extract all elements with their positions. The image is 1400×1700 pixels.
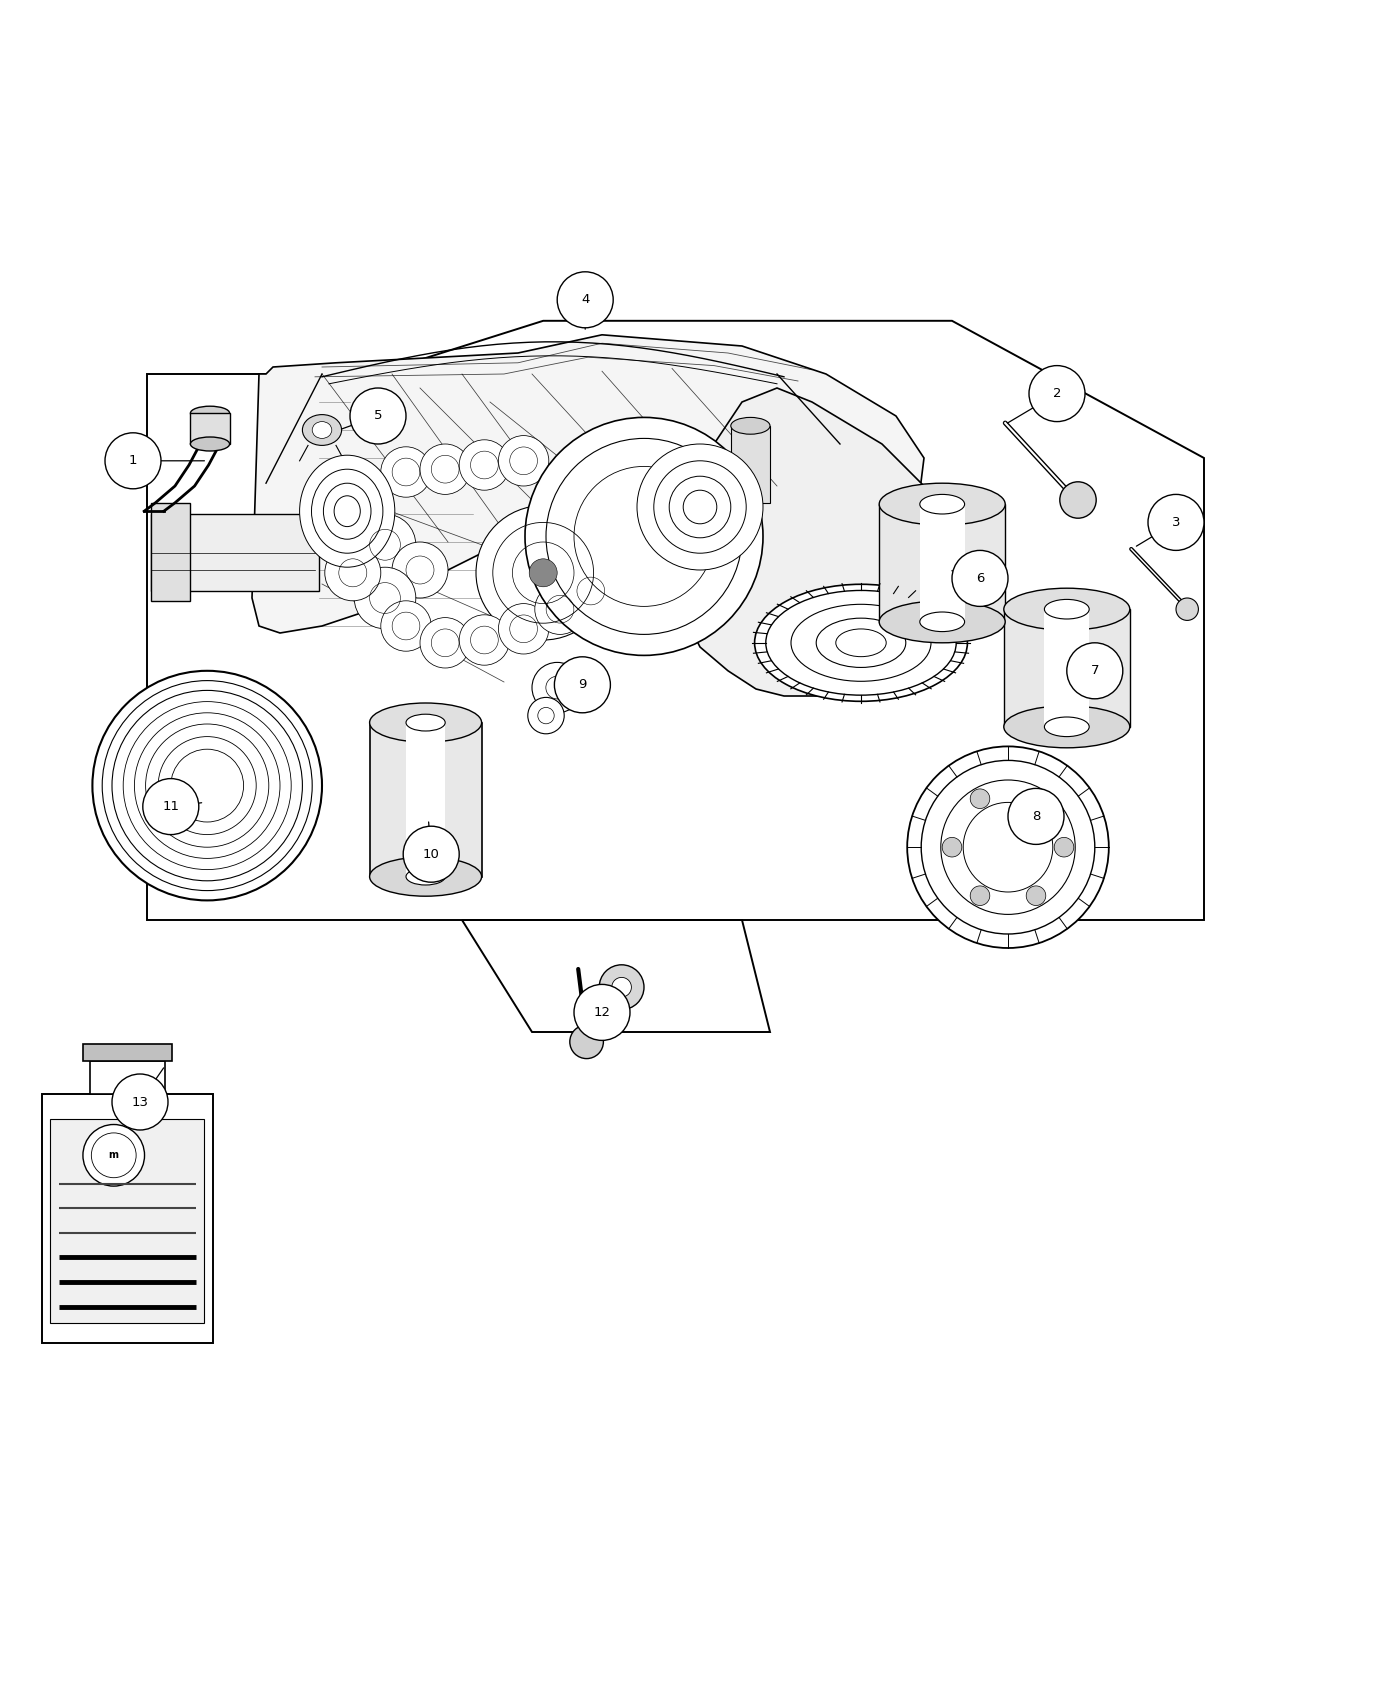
Text: 12: 12 bbox=[594, 1006, 610, 1018]
Polygon shape bbox=[686, 388, 966, 695]
Ellipse shape bbox=[406, 869, 445, 886]
Circle shape bbox=[459, 440, 510, 490]
Circle shape bbox=[574, 984, 630, 1040]
Ellipse shape bbox=[1044, 600, 1089, 619]
Circle shape bbox=[1060, 481, 1096, 518]
Text: 7: 7 bbox=[1091, 665, 1099, 677]
Circle shape bbox=[381, 447, 431, 496]
Circle shape bbox=[952, 551, 1008, 607]
Circle shape bbox=[143, 779, 199, 835]
Bar bbox=[50, 1119, 204, 1323]
Text: m: m bbox=[109, 1151, 119, 1161]
Circle shape bbox=[498, 604, 549, 654]
Circle shape bbox=[566, 566, 616, 615]
Circle shape bbox=[612, 977, 631, 996]
Text: 13: 13 bbox=[132, 1095, 148, 1108]
Ellipse shape bbox=[1004, 588, 1130, 631]
Text: 3: 3 bbox=[1172, 515, 1180, 529]
Bar bbox=[1044, 609, 1089, 728]
Bar bbox=[190, 413, 230, 444]
Circle shape bbox=[1026, 886, 1046, 906]
Bar bbox=[151, 503, 190, 600]
Bar bbox=[42, 1093, 213, 1343]
Ellipse shape bbox=[920, 495, 965, 513]
Circle shape bbox=[105, 434, 161, 490]
Circle shape bbox=[637, 444, 763, 570]
Circle shape bbox=[1148, 495, 1204, 551]
Text: 9: 9 bbox=[578, 678, 587, 692]
Text: 10: 10 bbox=[423, 848, 440, 860]
Ellipse shape bbox=[370, 704, 482, 743]
Ellipse shape bbox=[302, 415, 342, 445]
Polygon shape bbox=[158, 1130, 196, 1205]
Text: 2: 2 bbox=[1053, 388, 1061, 400]
Circle shape bbox=[1029, 366, 1085, 422]
Bar bbox=[406, 722, 445, 877]
Polygon shape bbox=[252, 335, 924, 632]
Circle shape bbox=[476, 505, 610, 639]
Circle shape bbox=[112, 1074, 168, 1131]
Ellipse shape bbox=[1044, 717, 1089, 736]
Ellipse shape bbox=[92, 672, 322, 901]
Circle shape bbox=[350, 388, 406, 444]
Circle shape bbox=[942, 838, 962, 857]
Text: 5: 5 bbox=[374, 410, 382, 423]
Ellipse shape bbox=[190, 406, 230, 420]
Ellipse shape bbox=[920, 612, 965, 632]
Circle shape bbox=[354, 568, 416, 629]
Circle shape bbox=[599, 966, 644, 1010]
Circle shape bbox=[532, 663, 582, 712]
Circle shape bbox=[1054, 838, 1074, 857]
Text: 11: 11 bbox=[162, 801, 179, 813]
Ellipse shape bbox=[312, 422, 332, 439]
Circle shape bbox=[381, 600, 431, 651]
Ellipse shape bbox=[879, 600, 1005, 643]
Circle shape bbox=[403, 826, 459, 882]
Circle shape bbox=[528, 697, 564, 734]
Ellipse shape bbox=[731, 418, 770, 434]
Bar bbox=[83, 1044, 172, 1061]
Circle shape bbox=[535, 585, 585, 634]
Bar bbox=[370, 722, 482, 877]
Circle shape bbox=[459, 615, 510, 665]
Ellipse shape bbox=[755, 585, 967, 702]
Ellipse shape bbox=[300, 456, 395, 568]
Circle shape bbox=[970, 886, 990, 906]
Circle shape bbox=[420, 617, 470, 668]
Text: 6: 6 bbox=[976, 571, 984, 585]
Ellipse shape bbox=[879, 483, 1005, 525]
Bar bbox=[90, 1061, 165, 1093]
Circle shape bbox=[1008, 789, 1064, 845]
Circle shape bbox=[83, 1124, 144, 1187]
Circle shape bbox=[354, 513, 416, 576]
Ellipse shape bbox=[190, 437, 230, 451]
Circle shape bbox=[1176, 598, 1198, 620]
Circle shape bbox=[392, 542, 448, 598]
Circle shape bbox=[1067, 643, 1123, 699]
Circle shape bbox=[970, 789, 990, 809]
Text: 8: 8 bbox=[1032, 809, 1040, 823]
Circle shape bbox=[1026, 789, 1046, 809]
Circle shape bbox=[325, 544, 381, 600]
Circle shape bbox=[554, 656, 610, 712]
Bar bbox=[151, 513, 319, 592]
Bar bbox=[920, 505, 965, 622]
Circle shape bbox=[557, 272, 613, 328]
Ellipse shape bbox=[907, 746, 1109, 949]
Circle shape bbox=[498, 435, 549, 486]
Ellipse shape bbox=[406, 714, 445, 731]
Text: 1: 1 bbox=[129, 454, 137, 468]
Circle shape bbox=[525, 418, 763, 656]
Bar bbox=[731, 425, 770, 503]
Ellipse shape bbox=[1004, 706, 1130, 748]
Circle shape bbox=[529, 559, 557, 586]
Text: 4: 4 bbox=[581, 294, 589, 306]
Circle shape bbox=[420, 444, 470, 495]
Ellipse shape bbox=[370, 857, 482, 896]
Bar bbox=[879, 505, 1005, 622]
Circle shape bbox=[570, 1025, 603, 1059]
Bar bbox=[1004, 609, 1130, 728]
